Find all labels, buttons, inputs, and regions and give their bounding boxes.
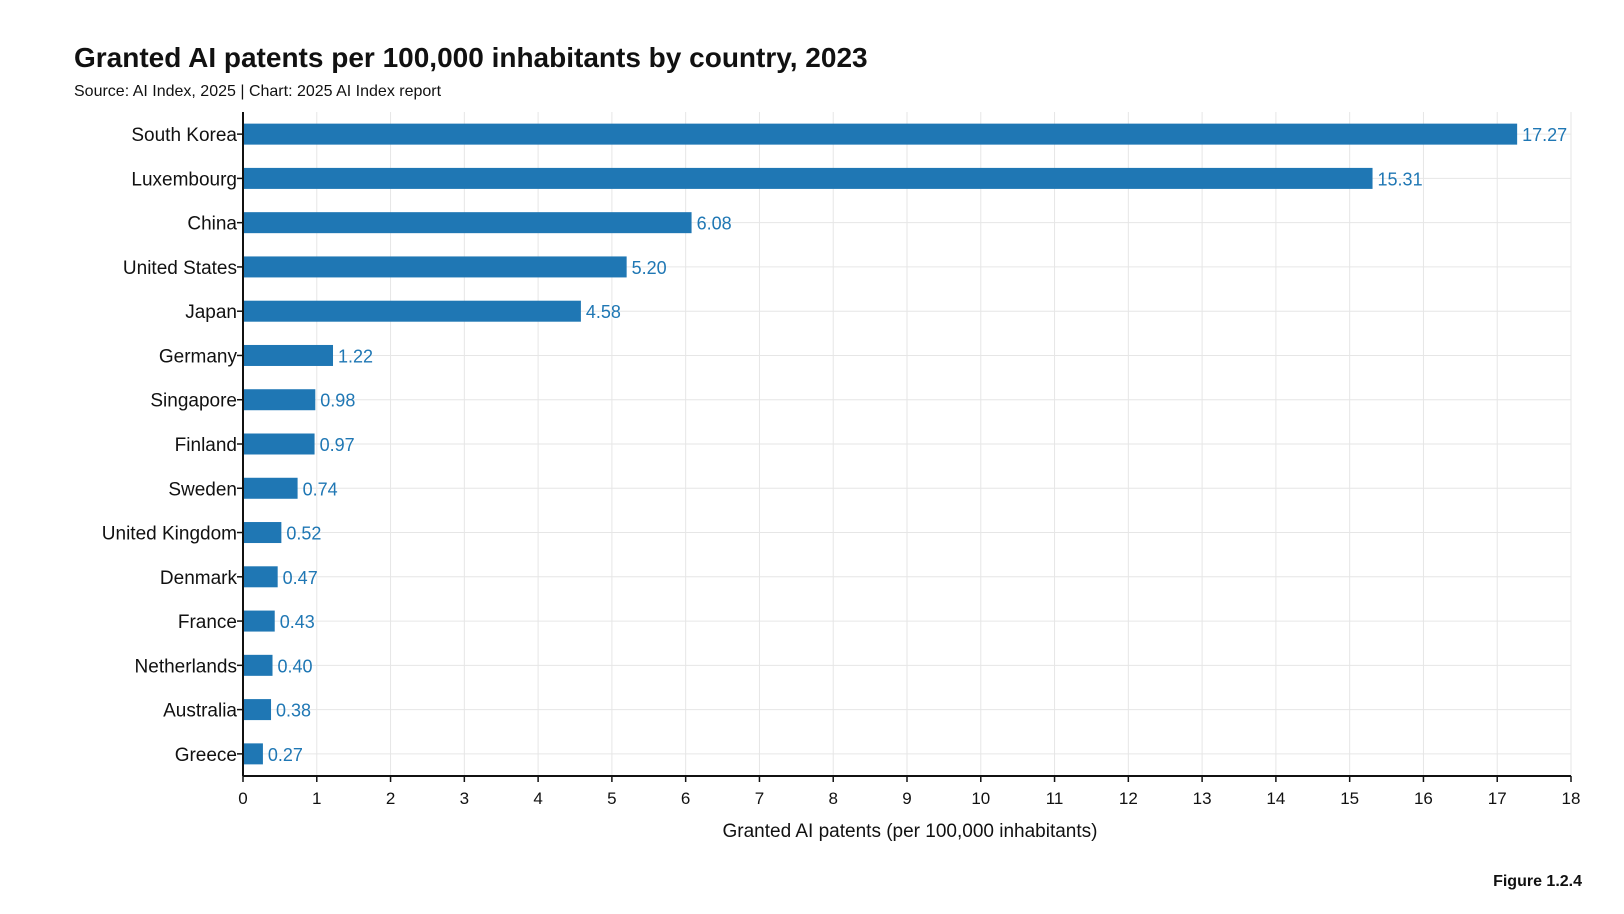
category-label: Greece — [175, 745, 237, 766]
value-label: 0.40 — [278, 656, 313, 676]
chart-subtitle: Source: AI Index, 2025 | Chart: 2025 AI … — [74, 83, 442, 100]
bar — [243, 256, 627, 278]
value-label: 0.47 — [283, 568, 318, 588]
bar — [243, 477, 298, 499]
x-tick-label: 0 — [238, 789, 247, 808]
bar — [243, 123, 1518, 145]
value-label: 0.97 — [320, 435, 355, 455]
axes — [237, 112, 1572, 782]
category-label: Luxembourg — [131, 169, 237, 190]
value-label: 6.08 — [697, 214, 732, 234]
category-label: Sweden — [168, 479, 237, 500]
bar — [243, 522, 282, 544]
bar — [243, 654, 273, 676]
category-label: China — [187, 214, 237, 235]
x-tick-label: 18 — [1562, 789, 1581, 808]
x-tick-label: 8 — [828, 789, 837, 808]
category-label: South Korea — [131, 125, 237, 146]
value-label: 0.43 — [280, 612, 315, 632]
x-tick-label: 9 — [902, 789, 911, 808]
bars — [243, 123, 1518, 765]
value-label: 0.38 — [276, 701, 311, 721]
x-tick-label: 10 — [971, 789, 990, 808]
gridlines — [243, 112, 1572, 776]
value-label: 1.22 — [338, 346, 373, 366]
category-label: France — [178, 612, 237, 633]
x-tick-label: 11 — [1046, 789, 1064, 808]
x-tick-label: 4 — [533, 789, 542, 808]
bar — [243, 344, 334, 366]
x-tick-label: 3 — [460, 789, 469, 808]
bar — [243, 167, 1373, 189]
bar — [243, 300, 581, 322]
figure-label: Figure 1.2.4 — [1493, 873, 1582, 890]
x-tick-label: 6 — [681, 789, 690, 808]
category-label: Netherlands — [135, 656, 237, 677]
x-tick-label: 12 — [1119, 789, 1138, 808]
value-label: 5.20 — [632, 258, 667, 278]
bar — [243, 212, 692, 234]
x-tick-label: 13 — [1193, 789, 1212, 808]
category-label: Finland — [175, 435, 237, 456]
category-label: Singapore — [150, 391, 237, 412]
category-label: Denmark — [160, 568, 238, 589]
chart-title: Granted AI patents per 100,000 inhabitan… — [74, 42, 868, 73]
x-tick-label: 16 — [1414, 789, 1433, 808]
value-label: 0.74 — [303, 479, 338, 499]
x-tick-label: 15 — [1340, 789, 1359, 808]
x-axis-title: Granted AI patents (per 100,000 inhabita… — [723, 821, 1098, 842]
x-tick-label: 1 — [312, 789, 321, 808]
value-label: 0.52 — [286, 524, 321, 544]
bar — [243, 433, 315, 455]
x-tick-label: 2 — [386, 789, 395, 808]
value-label: 17.27 — [1522, 125, 1567, 145]
x-tick-label: 14 — [1266, 789, 1285, 808]
value-label: 4.58 — [586, 302, 621, 322]
bar — [243, 389, 316, 411]
category-label: Australia — [163, 701, 237, 722]
bar — [243, 610, 275, 632]
x-tick-label: 5 — [607, 789, 616, 808]
bar — [243, 566, 278, 588]
category-label: Germany — [159, 346, 238, 367]
x-tick-label: 17 — [1488, 789, 1507, 808]
value-label: 0.98 — [320, 391, 355, 411]
value-label: 0.27 — [268, 745, 303, 765]
x-tick-label: 7 — [755, 789, 764, 808]
category-label: Japan — [185, 302, 237, 323]
value-label: 15.31 — [1378, 169, 1423, 189]
category-label: United Kingdom — [102, 524, 237, 545]
bar — [243, 699, 272, 721]
category-label: United States — [123, 258, 237, 279]
bar — [243, 743, 263, 765]
